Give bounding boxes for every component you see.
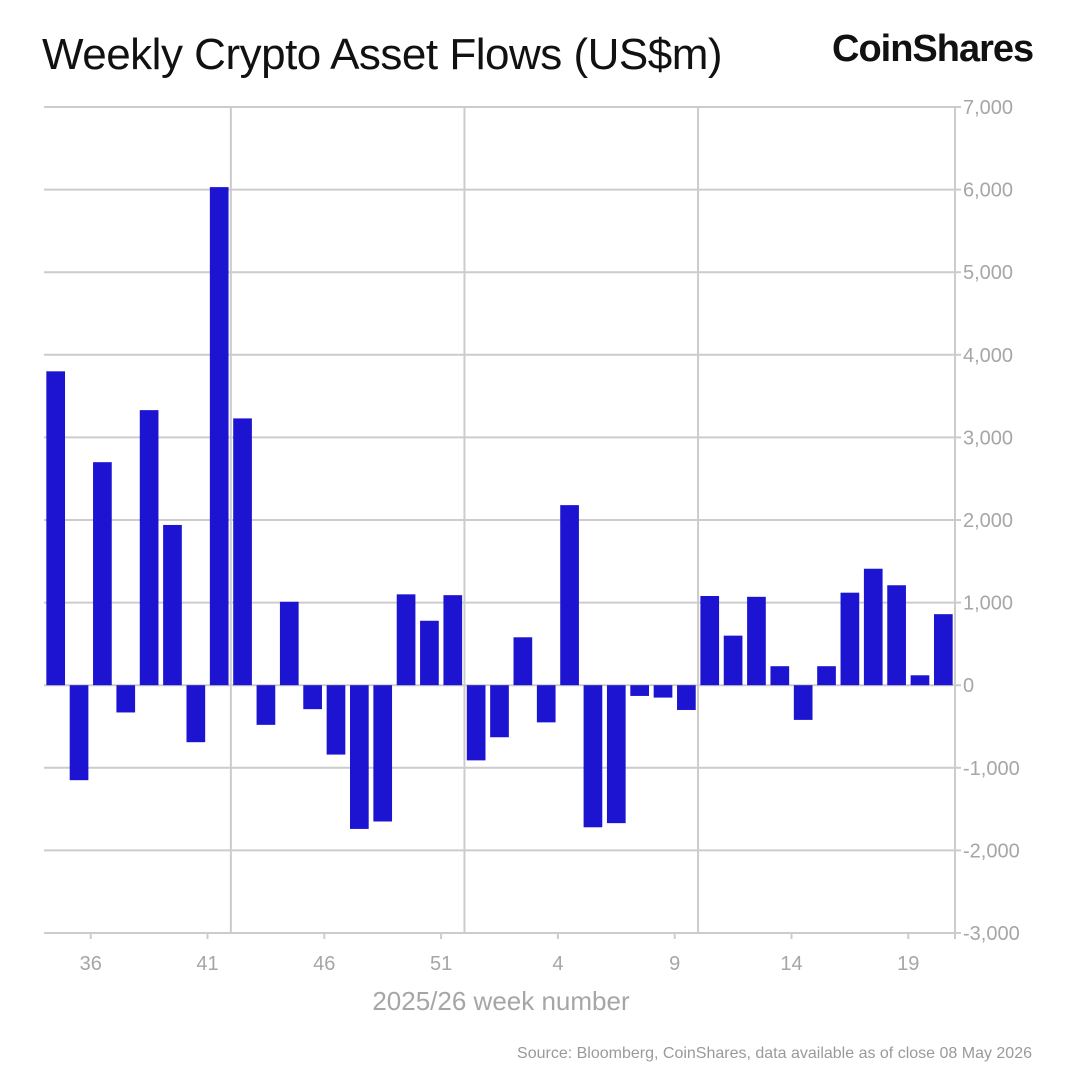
y-tick-label: 3,000 bbox=[963, 427, 1013, 449]
bar bbox=[840, 592, 860, 686]
bars bbox=[46, 187, 953, 829]
bar bbox=[233, 418, 252, 686]
bar bbox=[793, 685, 813, 720]
x-tick-label: 4 bbox=[552, 953, 563, 975]
bar bbox=[420, 620, 439, 686]
x-tick-label: 46 bbox=[313, 953, 335, 975]
source-note: Source: Bloomberg, CoinShares, data avai… bbox=[517, 1045, 1032, 1062]
y-tick-labels: -3,000 -2,000 -1,000 0 1,000 2,000 3,000 4,000 5… bbox=[963, 97, 1020, 945]
x-tick-labels: 36 41 46 51 4 9 14 19 bbox=[80, 953, 920, 975]
bar bbox=[209, 187, 229, 686]
bar bbox=[350, 685, 369, 829]
y-tick-label: 5,000 bbox=[963, 262, 1013, 284]
bar bbox=[163, 524, 182, 686]
bar bbox=[490, 685, 509, 738]
x-tick-label: 51 bbox=[430, 953, 452, 975]
bar bbox=[933, 614, 953, 686]
x-tick-label: 19 bbox=[897, 953, 919, 975]
bar bbox=[139, 410, 159, 686]
bar bbox=[116, 685, 136, 713]
x-tick-label: 9 bbox=[669, 953, 680, 975]
bar bbox=[606, 685, 626, 824]
y-tick-label: -1,000 bbox=[963, 758, 1020, 780]
bar bbox=[279, 601, 299, 686]
bar bbox=[770, 666, 790, 686]
bar bbox=[466, 685, 486, 761]
x-tick-label: 14 bbox=[780, 953, 802, 975]
bar bbox=[863, 568, 883, 686]
bar bbox=[256, 685, 276, 725]
bar bbox=[817, 666, 836, 686]
bar bbox=[46, 371, 66, 686]
bar bbox=[303, 685, 322, 710]
y-tick-label: 1,000 bbox=[963, 593, 1013, 615]
bar bbox=[443, 595, 463, 686]
bar bbox=[536, 685, 556, 723]
x-tick-label: 41 bbox=[196, 953, 218, 975]
bar bbox=[723, 635, 743, 686]
coinshares-logo: CoinShares bbox=[832, 28, 1034, 70]
bar bbox=[630, 685, 649, 696]
bar bbox=[653, 685, 673, 698]
axes bbox=[89, 106, 961, 939]
bar bbox=[373, 685, 393, 822]
x-axis-title: 2025/26 week number bbox=[372, 986, 630, 1016]
bar bbox=[677, 685, 696, 710]
bar bbox=[396, 594, 416, 686]
y-tick-label: 4,000 bbox=[963, 345, 1013, 367]
bar bbox=[700, 595, 720, 686]
y-tick-label: -2,000 bbox=[963, 840, 1020, 862]
y-tick-label: 2,000 bbox=[963, 510, 1013, 532]
bar bbox=[326, 685, 346, 755]
grid-lines bbox=[44, 106, 955, 934]
bar bbox=[910, 675, 930, 686]
y-tick-label: 7,000 bbox=[963, 97, 1013, 119]
bar bbox=[513, 637, 533, 686]
bar bbox=[186, 685, 206, 743]
chart-title: Weekly Crypto Asset Flows (US$m) bbox=[42, 30, 723, 79]
y-tick-label: 6,000 bbox=[963, 180, 1013, 202]
bar bbox=[93, 462, 112, 686]
x-tick-label: 36 bbox=[80, 953, 102, 975]
bar bbox=[583, 685, 603, 828]
bar bbox=[69, 685, 89, 781]
y-tick-label: -3,000 bbox=[963, 923, 1020, 945]
bar bbox=[560, 505, 579, 686]
bar bbox=[887, 585, 906, 686]
y-tick-label: 0 bbox=[963, 675, 974, 697]
bar bbox=[747, 596, 766, 686]
